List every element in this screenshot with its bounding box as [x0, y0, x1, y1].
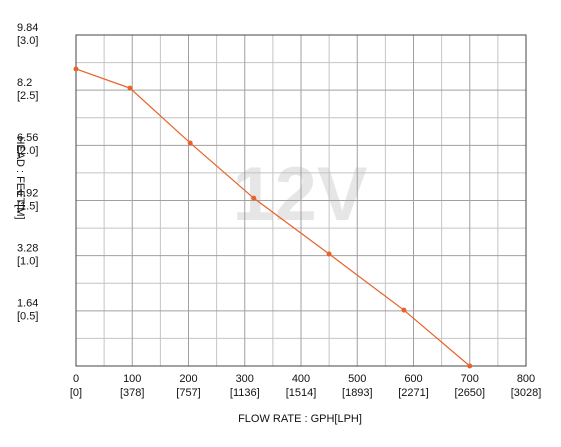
data-point [251, 195, 257, 201]
data-point [187, 140, 193, 146]
data-point [326, 251, 332, 257]
y-tick-label: 3.28 [17, 243, 38, 255]
x-tick-label: 200 [179, 373, 197, 385]
x2-tick-label: [757] [176, 387, 200, 399]
x2-tick-label: [2271] [398, 387, 429, 399]
y-axis-title: HEAD : FEET[M] [14, 136, 26, 219]
y2-tick-label: [2.5] [17, 90, 38, 102]
x2-tick-label: [3028] [511, 387, 542, 399]
y-tick-label: 8.2 [17, 77, 32, 89]
x-axis-title: FLOW RATE : GPH[LPH] [238, 413, 362, 425]
y2-tick-label: [2.0] [17, 145, 38, 157]
y-tick-label: 1.64 [17, 298, 38, 310]
data-point [467, 363, 473, 369]
y-tick-label: 4.92 [17, 187, 38, 199]
data-point [73, 66, 79, 72]
x-tick-label: 400 [292, 373, 310, 385]
x-tick-label: 500 [348, 373, 366, 385]
x-tick-label: 100 [123, 373, 141, 385]
data-point [127, 85, 133, 91]
plot-frame [75, 34, 527, 367]
y2-tick-label: [3.0] [17, 35, 38, 47]
x2-tick-label: [1136] [230, 387, 260, 399]
y2-tick-label: [0.5] [17, 311, 38, 323]
y-tick-label: 6.56 [17, 132, 38, 144]
watermark: 12V [232, 152, 368, 237]
x2-tick-label: [1893] [342, 387, 373, 399]
x-tick-label: 700 [461, 373, 479, 385]
x2-tick-label: [1514] [286, 387, 317, 399]
x-tick-label: 300 [236, 373, 254, 385]
data-point [401, 307, 407, 313]
x-tick-label: 600 [404, 373, 422, 385]
y2-tick-label: [1.0] [17, 256, 38, 268]
x-tick-label: 800 [517, 373, 535, 385]
y-tick-label: 9.84 [17, 22, 38, 34]
x2-tick-label: [0] [70, 387, 82, 399]
x-tick-label: 0 [73, 373, 79, 385]
x2-tick-label: [378] [120, 387, 144, 399]
y2-tick-label: [1.5] [17, 200, 38, 212]
x2-tick-label: [2650] [455, 387, 486, 399]
